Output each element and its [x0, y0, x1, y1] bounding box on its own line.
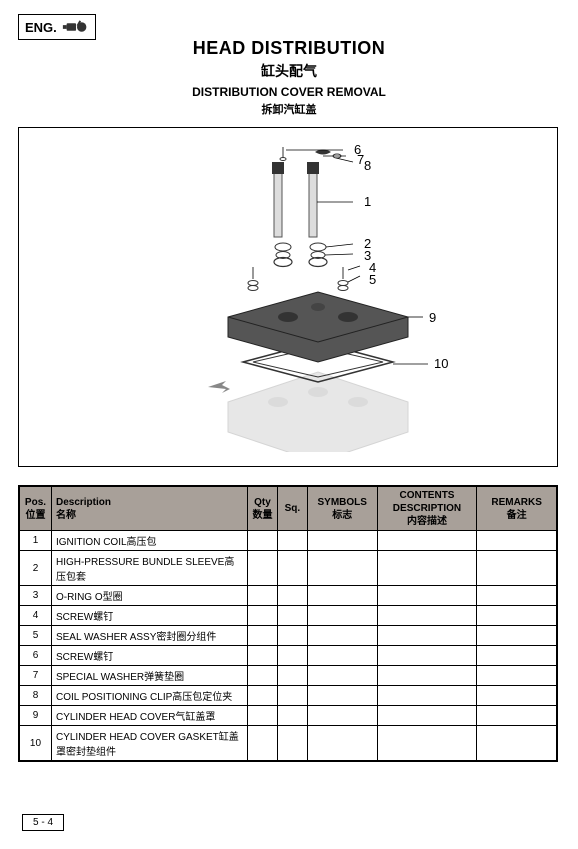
section-tab: ENG. — [18, 14, 96, 40]
callout-10: 10 — [434, 356, 448, 371]
th-qty: Qty数量 — [248, 487, 278, 531]
table-row: 5SEAL WASHER ASSY密封圈分组件 — [20, 626, 557, 646]
engine-icon — [61, 17, 89, 37]
th-pos: Pos.位置 — [20, 487, 52, 531]
table-row: 3O-RING O型圈 — [20, 586, 557, 606]
title-sub: DISTRIBUTION COVER REMOVAL — [18, 85, 560, 99]
title-main-cn: 缸头配气 — [18, 61, 560, 81]
th-sq: Sq. — [277, 487, 307, 531]
table-row: 6SCREW螺钉 — [20, 646, 557, 666]
table-row: 10CYLINDER HEAD COVER GASKET缸盖罩密封垫组件 — [20, 726, 557, 761]
th-cont: CONTENTS DESCRIPTION内容描述 — [377, 487, 477, 531]
callout-8: 8 — [364, 158, 371, 173]
th-sym: SYMBOLS标志 — [307, 487, 377, 531]
table-row: 4SCREW螺钉 — [20, 606, 557, 626]
title-sub-cn: 拆卸汽缸盖 — [18, 101, 560, 117]
exploded-diagram: 6 7 8 1 2 3 4 5 9 10 — [18, 127, 558, 467]
title-main: HEAD DISTRIBUTION — [18, 38, 560, 59]
table-row: 7SPECIAL WASHER弹簧垫圈 — [20, 666, 557, 686]
tab-label: ENG. — [25, 20, 57, 35]
callout-1: 1 — [364, 194, 371, 209]
th-rem: REMARKS备注 — [477, 487, 557, 531]
title-block: HEAD DISTRIBUTION 缸头配气 DISTRIBUTION COVE… — [18, 38, 560, 117]
table-row: 2HIGH-PRESSURE BUNDLE SLEEVE高压包套 — [20, 551, 557, 586]
parts-table-wrap: Pos.位置 Description名称 Qty数量 Sq. SYMBOLS标志… — [18, 485, 558, 762]
page-number: 5 - 4 — [22, 814, 64, 831]
table-row: 1IGNITION COIL高压包 — [20, 531, 557, 551]
parts-table: Pos.位置 Description名称 Qty数量 Sq. SYMBOLS标志… — [19, 486, 557, 761]
table-row: 9CYLINDER HEAD COVER气缸盖罩 — [20, 706, 557, 726]
th-desc: Description名称 — [51, 487, 247, 531]
parts-tbody: 1IGNITION COIL高压包 2HIGH-PRESSURE BUNDLE … — [20, 531, 557, 761]
diagram-svg — [108, 142, 468, 452]
callout-5: 5 — [369, 272, 376, 287]
callout-9: 9 — [429, 310, 436, 325]
table-row: 8COIL POSITIONING CLIP高压包定位夹 — [20, 686, 557, 706]
